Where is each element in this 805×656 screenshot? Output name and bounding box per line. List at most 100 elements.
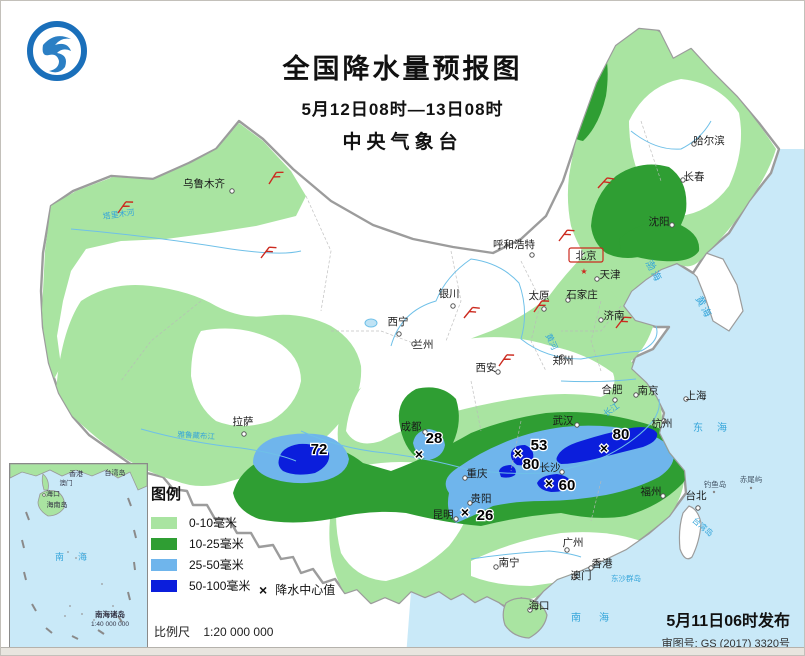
legend-swatch (151, 579, 177, 592)
wind-barb-icon (117, 201, 134, 214)
inset-label: 海口 (46, 489, 60, 498)
city-dot (564, 547, 570, 553)
precip-center-value: 80 (523, 456, 540, 473)
city-label: 拉萨 (233, 415, 254, 428)
city-label: 济南 (604, 309, 625, 322)
precip-center-label: 降水中心值 (275, 583, 336, 597)
city-dot (229, 188, 235, 194)
city-dot (571, 574, 577, 580)
city-dot (541, 306, 547, 312)
precip-center-cross: × (600, 440, 608, 456)
chiwei-island-mark (749, 486, 753, 490)
city-dot (669, 222, 675, 228)
precipitation-layer (42, 29, 776, 606)
capital-star-icon: ★ (580, 267, 587, 276)
city-dot (612, 397, 618, 403)
wind-barb-icon (268, 171, 284, 185)
issue-time: 5月11日06时发布 (666, 613, 790, 630)
legend-row: 10-25毫米 (151, 533, 250, 554)
precip-center-value: 72 (311, 441, 328, 458)
legend-item-label: 25-50毫米 (189, 558, 244, 572)
inset-label: 台湾岛 (105, 468, 126, 477)
city-label: 石家庄 (566, 288, 598, 301)
korea-landmass (692, 252, 744, 332)
scale-value: 1:20 000 000 (203, 625, 274, 639)
city-label: 西安 (476, 361, 497, 374)
city-dot (683, 396, 689, 402)
rivers (70, 120, 712, 560)
legend-center-row: × 降水中心值 (259, 579, 399, 600)
city-label: 武汉 (553, 414, 574, 427)
city-dot (598, 317, 604, 323)
city-label: 广州 (563, 537, 584, 549)
wind-barb-icon (533, 300, 550, 313)
city-label: 西宁 (388, 315, 409, 328)
city-dot (462, 475, 468, 481)
city-label: 长沙 (540, 462, 561, 474)
legend-item-label: 50-100毫米 (189, 579, 251, 593)
geo-label: 东海 (693, 421, 741, 434)
city-dot (588, 565, 594, 571)
city-dot (660, 493, 666, 499)
precip-center-symbol: × (259, 581, 268, 598)
city-label: 太原 (529, 289, 550, 302)
precip-center-cross: × (514, 445, 522, 461)
inset-dash-line (21, 497, 137, 640)
geo-label: 塔里木河 (102, 207, 135, 221)
wind-barb-icon (615, 316, 632, 329)
diaoyu-island-mark (712, 490, 716, 494)
geo-label: 钓鱼岛 (704, 479, 727, 489)
wind-barb-icon (260, 246, 277, 259)
inset-label: 1:40 000 000 (91, 621, 129, 628)
city-label: 长春 (684, 171, 705, 183)
city-label: 杭州 (652, 417, 673, 430)
city-label: 上海 (686, 389, 707, 402)
inset-islands (64, 551, 114, 621)
city-dot (565, 297, 571, 303)
wind-barb-icon (463, 306, 480, 319)
province-borders (120, 120, 662, 522)
legend-rows: 0-10毫米 10-25毫米 25-50毫米 50-100毫米 (151, 512, 250, 596)
inset-label: 澳门 (60, 478, 73, 487)
city-dot (559, 469, 565, 475)
inset-hainan (37, 490, 65, 517)
legend-item-label: 0-10毫米 (189, 516, 238, 530)
precip-center-value: 26 (477, 507, 494, 524)
legend-row: 0-10毫米 (151, 512, 250, 533)
city-label: 澳门 (571, 569, 592, 582)
city-label: 南宁 (499, 556, 520, 569)
precip-center-cross: × (415, 446, 423, 462)
inset-label: 香港 (69, 469, 83, 478)
wind-barb-icon (558, 229, 575, 242)
precip-center-cross: × (545, 475, 553, 491)
inset-haikou-dot (42, 493, 46, 497)
city-dot (661, 418, 667, 424)
geo-label: 赤尾屿 (740, 475, 763, 484)
geo-label: 南海 (571, 611, 627, 624)
city-dot (691, 141, 697, 147)
legend: 图例 0-10毫米 10-25毫米 25-50毫米 50-100毫米 × 降水中心值 (151, 483, 335, 598)
capital-box (568, 247, 604, 263)
inset-coastline (10, 464, 147, 491)
issue-block: 5月11日06时发布 审图号: GS (2017) 3320号 (662, 607, 790, 651)
city-label: 银川 (439, 287, 460, 300)
wind-barb-icon (597, 177, 615, 189)
precip-center-value: 80 (613, 426, 630, 443)
city-label: 兰州 (413, 338, 434, 351)
legend-swatch (151, 558, 177, 571)
city-dot (241, 431, 247, 437)
city-label: 昆明 (433, 509, 454, 521)
precip-center-value: 53 (531, 437, 548, 454)
precip-center-values: 72 ×28 53×80×80× 60× 26 (309, 425, 630, 526)
precip-center-value: 60 (559, 477, 576, 494)
precip-center-cross: × (461, 504, 469, 520)
city-dot (411, 341, 417, 347)
city-label: 海口 (529, 599, 550, 612)
inset-label: 南海 (55, 551, 101, 562)
city-label: 台北 (686, 489, 707, 502)
wind-barbs (117, 171, 632, 367)
geo-label: 雅鲁藏布江 (177, 429, 216, 442)
cma-logo (27, 21, 87, 81)
